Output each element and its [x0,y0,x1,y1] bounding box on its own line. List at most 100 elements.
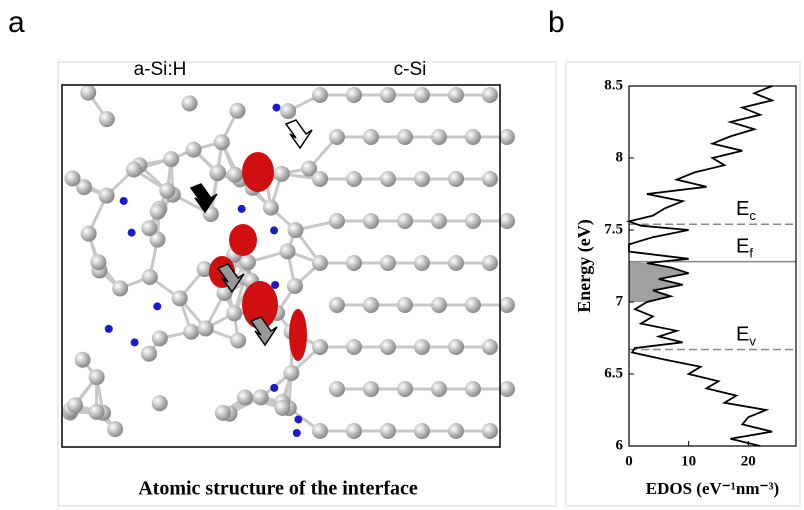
atom [151,395,168,412]
atom [465,297,481,313]
atom [363,297,379,313]
atom [482,171,498,187]
atom [363,129,379,145]
atom [98,187,115,204]
panel-label: b [548,6,565,39]
atom [149,203,166,220]
atom [74,351,91,368]
atom [151,330,168,347]
atom [283,364,300,381]
atom [67,397,84,414]
atom [88,369,105,386]
atom [214,404,231,421]
atom [80,225,97,242]
atom [312,339,328,355]
atom [312,423,328,439]
y-tick-label: 8 [616,149,624,165]
atom [482,339,498,355]
level-symbol: E [736,324,749,346]
hydrogen [127,228,136,237]
atom [499,213,515,229]
atom [252,389,269,406]
atom [280,103,297,120]
defect-state [229,224,257,256]
atom [346,339,362,355]
atom [414,87,430,103]
atom [414,171,430,187]
atom [149,231,166,248]
panel-label: a [8,6,25,39]
hydrogen [294,415,303,424]
atom [448,423,464,439]
atom [465,381,481,397]
filled-area [629,261,689,302]
atom [363,381,379,397]
atom [125,161,142,178]
x-tick-label: 10 [681,453,696,469]
panel-b-frame [565,61,801,507]
atom [80,84,97,101]
atom [185,141,202,158]
atom [279,243,296,260]
atom [397,297,413,313]
atom [465,129,481,145]
x-axis-label: EDOS (eV⁻¹nm⁻³) [646,479,779,498]
level-label: Ec [736,199,756,224]
atom [301,160,318,177]
defect-state [242,152,274,192]
atom [448,87,464,103]
atom [329,213,345,229]
atom [499,129,515,145]
atom [380,87,396,103]
atom [98,111,115,128]
atom [183,323,200,340]
level-symbol: E [736,199,749,221]
atom [229,102,246,119]
atom [107,421,124,438]
x-tick-label: 0 [625,453,633,469]
defect-state [289,309,307,361]
plot-frame [628,85,797,447]
atom [448,171,464,187]
atom [431,297,447,313]
arrow [249,316,278,347]
atom [380,171,396,187]
hydrogen [292,429,301,438]
atom [482,87,498,103]
atom [237,389,254,406]
atom [346,423,362,439]
level-symbol: E [736,236,749,258]
atom [163,151,180,168]
atom [227,166,244,183]
atom [448,255,464,271]
atom [273,165,290,182]
hydrogen [270,383,279,392]
atom [226,305,243,322]
hydrogen [271,280,280,289]
atom [380,255,396,271]
atom [274,399,291,416]
atom [112,280,129,297]
atom [312,255,328,271]
atom [431,129,447,145]
y-axis-label: Energy (eV) [574,219,595,312]
arrow [189,183,218,214]
atom [64,170,81,187]
atom [196,261,213,278]
atom [239,254,256,271]
atom [262,199,279,216]
level-subscript: v [749,334,756,349]
y-tick-label: 7.5 [604,221,623,237]
atom [312,171,328,187]
hydrogen [130,338,139,347]
region-label: a-Si:H [134,59,187,80]
level-subscript: c [749,209,756,224]
atom [329,129,345,145]
atom [499,381,515,397]
hydrogen [270,226,279,235]
level-label: Ef [736,236,753,261]
atom [448,339,464,355]
atom [159,182,176,199]
